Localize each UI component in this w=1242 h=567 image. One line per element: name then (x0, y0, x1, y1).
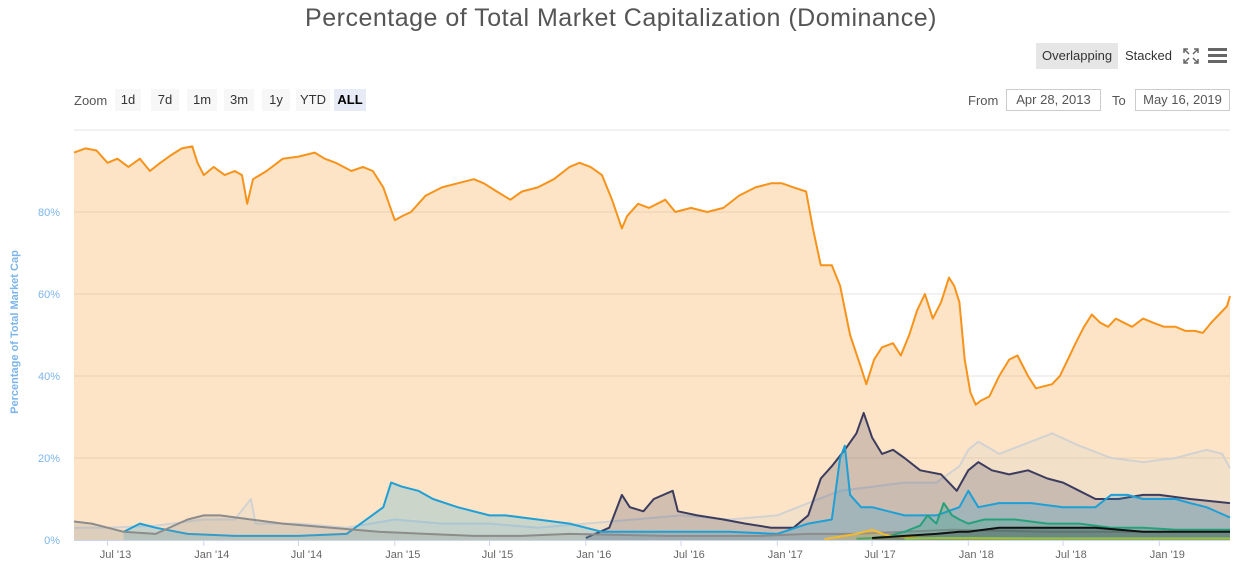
menu-icon[interactable] (1208, 47, 1227, 64)
y-tick-label: 80% (38, 207, 60, 219)
zoom-button-1d[interactable]: 1d (115, 89, 141, 111)
series-line-eth[interactable] (585, 411, 1231, 539)
to-date-input[interactable]: May 16, 2019 (1135, 89, 1230, 111)
fullscreen-icon[interactable] (1183, 48, 1199, 64)
zoom-button-3m[interactable]: 3m (224, 89, 254, 111)
x-tick-label: Jan '19 (1150, 549, 1185, 561)
y-tick-label: 40% (38, 371, 60, 383)
series-line-bch[interactable] (904, 537, 1231, 540)
chart-title: Percentage of Total Market Capitalizatio… (305, 4, 937, 32)
from-label: From (968, 93, 999, 108)
to-label: To (1112, 93, 1126, 108)
zoom-label: Zoom (74, 93, 108, 108)
y-tick-label: 60% (38, 289, 60, 301)
axes: 0% 20% 40% 60% 80% Jul '13 Jan '14 Jul '14 Jan '… (38, 207, 1230, 561)
x-tick-label: Jul '18 (1055, 549, 1086, 561)
x-tick-label: Jul '16 (673, 549, 704, 561)
zoom-button-1m[interactable]: 1m (187, 89, 217, 111)
zoom-button-all[interactable]: ALL (334, 89, 366, 111)
x-tick-label: Jan '15 (385, 549, 420, 561)
series-area-eth (585, 412, 1230, 540)
series-areas (73, 145, 1231, 541)
x-tick-label: Jul '17 (864, 549, 895, 561)
overlapping-button[interactable]: Overlapping (1036, 43, 1118, 69)
stacked-button[interactable]: Stacked (1125, 48, 1172, 63)
x-tick-label: Jul '15 (482, 549, 513, 561)
x-tick-label: Jul '14 (291, 549, 322, 561)
y-axis-label: Percentage of Total Market Cap (9, 250, 21, 414)
series-line-eos[interactable] (872, 526, 1230, 539)
x-tick-label: Jan '18 (959, 549, 994, 561)
y-tick-label: 0% (44, 535, 60, 547)
series-line-xrp[interactable] (123, 444, 1231, 537)
zoom-button-ytd[interactable]: YTD (296, 89, 330, 111)
y-tick-label: 20% (38, 453, 60, 465)
x-tick-label: Jan '14 (194, 549, 229, 561)
x-tick-label: Jan '16 (576, 549, 611, 561)
series-line-ltc[interactable] (73, 514, 1230, 537)
x-tick-label: Jul '13 (100, 549, 131, 561)
series-line-btc[interactable] (73, 145, 1231, 406)
from-date-input[interactable]: Apr 28, 2013 (1006, 89, 1101, 111)
series-area-eos (872, 527, 1230, 540)
series-line-usdt[interactable] (856, 502, 1230, 540)
grid-lines (74, 129, 1230, 459)
series-area-btc (74, 146, 1230, 540)
zoom-button-1y[interactable]: 1y (262, 89, 290, 111)
x-tick-label: Jan '17 (768, 549, 803, 561)
zoom-button-7d[interactable]: 7d (151, 89, 179, 111)
